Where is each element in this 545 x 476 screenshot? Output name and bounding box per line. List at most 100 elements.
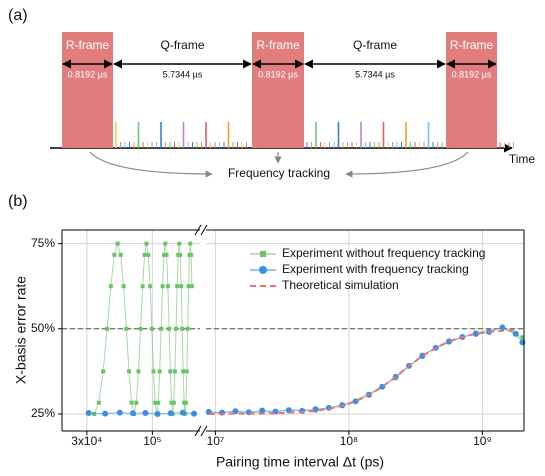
data-point: [140, 284, 145, 289]
r-frame-box: [446, 32, 497, 148]
legend-label: Experiment without frequency tracking: [282, 246, 485, 260]
data-point: [138, 326, 143, 331]
data-point: [179, 409, 186, 416]
series-line: [208, 327, 523, 414]
data-point: [472, 330, 479, 337]
data-point: [157, 369, 162, 374]
r-frame-box: [252, 32, 304, 148]
data-point: [153, 400, 158, 405]
legend-marker: [260, 251, 266, 257]
data-point: [144, 241, 149, 246]
series-line: [208, 326, 523, 414]
data-point: [96, 400, 101, 405]
data-point: [118, 252, 123, 257]
data-point: [519, 339, 526, 346]
data-point: [180, 326, 185, 331]
data-point: [129, 400, 134, 405]
frame-name: Q-frame: [353, 38, 397, 52]
data-point: [520, 335, 525, 340]
data-point: [183, 400, 188, 405]
data-point: [142, 409, 149, 416]
data-point: [116, 409, 123, 416]
data-point: [108, 284, 113, 289]
data-point: [102, 410, 109, 417]
panel-label: (a): [8, 7, 28, 24]
legend-label: Experiment with frequency tracking: [282, 262, 469, 276]
frame-duration: 0.8192 µs: [68, 69, 108, 79]
data-point: [175, 284, 180, 289]
frame-name: R-frame: [66, 38, 110, 52]
data-point: [191, 410, 198, 417]
x-tick-label: 10⁷: [207, 434, 225, 448]
frame-duration: 5.7344 µs: [355, 69, 395, 79]
data-point: [134, 400, 139, 405]
data-point: [149, 326, 154, 331]
data-point: [168, 369, 173, 374]
data-point: [154, 410, 161, 417]
data-point: [188, 241, 193, 246]
data-point: [85, 409, 92, 416]
data-point: [156, 400, 161, 405]
axis-break: [200, 425, 208, 437]
data-point: [499, 324, 506, 331]
data-point: [115, 241, 120, 246]
feedback-arrow: [345, 151, 469, 178]
data-point: [189, 284, 194, 289]
frame-name: R-frame: [256, 38, 300, 52]
legend-label: Theoretical simulation: [282, 278, 399, 292]
frame-duration: 0.8192 µs: [258, 69, 298, 79]
time-label: Time: [509, 152, 536, 166]
frame-name: R-frame: [450, 38, 494, 52]
data-point: [167, 326, 172, 331]
data-point: [259, 407, 266, 414]
frame-duration: 0.8192 µs: [452, 69, 492, 79]
y-axis-title: X-basis error rate: [13, 276, 29, 384]
axis-break: [194, 425, 202, 437]
feedback-arrow: [89, 151, 213, 178]
x-tick-label: 10⁹: [473, 434, 492, 448]
theory-line: [208, 329, 516, 415]
panel-label: (b): [8, 193, 28, 210]
x-tick-label: 10⁸: [340, 434, 358, 448]
data-point: [112, 252, 117, 257]
data-point: [171, 400, 176, 405]
data-point: [165, 284, 170, 289]
data-point: [136, 369, 141, 374]
frame-name: Q-frame: [160, 38, 204, 52]
data-point: [151, 369, 156, 374]
data-point: [178, 252, 183, 257]
axis-break: [194, 224, 202, 236]
data-point: [185, 326, 190, 331]
data-point: [184, 369, 189, 374]
data-point: [124, 326, 129, 331]
data-point: [105, 326, 110, 331]
y-tick-label: 50%: [31, 321, 55, 335]
data-point: [127, 369, 132, 374]
data-point: [179, 284, 184, 289]
frame-duration: 5.7344 µs: [163, 69, 203, 79]
data-point: [512, 330, 519, 337]
data-point: [142, 252, 147, 257]
data-point: [169, 400, 174, 405]
data-point: [167, 410, 174, 417]
data-point: [164, 252, 169, 257]
feedback-label: Frequency tracking: [228, 166, 330, 180]
x-axis-title: Pairing time interval Δt (ps): [216, 454, 384, 470]
data-point: [189, 252, 194, 257]
data-point: [148, 284, 153, 289]
data-point: [161, 252, 166, 257]
data-point: [160, 284, 165, 289]
data-point: [159, 326, 164, 331]
data-point: [181, 369, 186, 374]
axis-break: [200, 224, 208, 236]
data-point: [146, 252, 151, 257]
y-tick-label: 75%: [31, 236, 55, 250]
legend-marker: [259, 266, 267, 274]
data-point: [129, 410, 136, 417]
data-point: [172, 369, 177, 374]
data-point: [177, 241, 182, 246]
data-point: [174, 326, 179, 331]
r-frame-box: [62, 32, 113, 148]
